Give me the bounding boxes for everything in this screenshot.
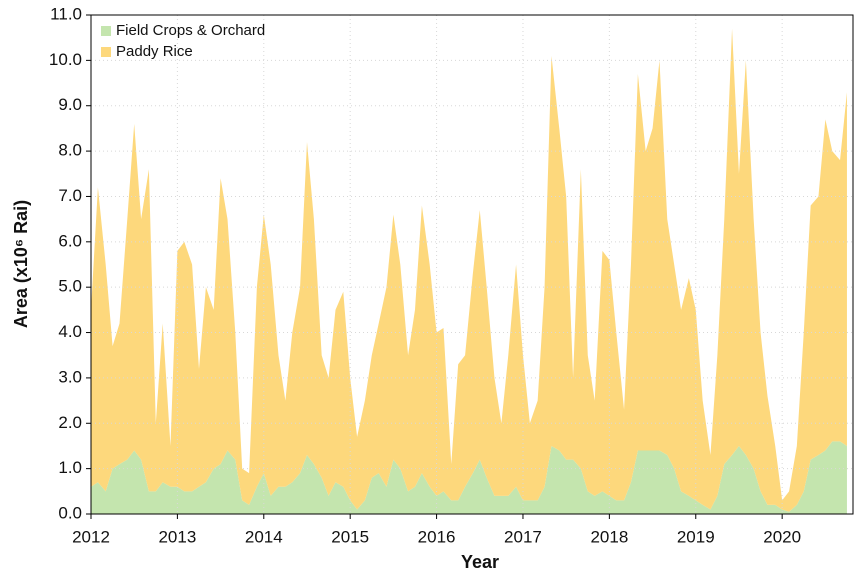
x-tick-label: 2012 xyxy=(72,527,110,546)
area xyxy=(91,441,847,514)
x-tick-label: 2018 xyxy=(590,527,628,546)
y-tick-label: 1.0 xyxy=(58,458,82,477)
x-tick-label: 2013 xyxy=(158,527,196,546)
area xyxy=(91,28,847,512)
x-tick-label: 2019 xyxy=(677,527,715,546)
x-tick-label: 2020 xyxy=(763,527,801,546)
legend-label: Field Crops & Orchard xyxy=(116,22,265,39)
x-axis-label: Year xyxy=(461,552,499,572)
y-tick-label: 9.0 xyxy=(58,95,82,114)
y-tick-label: 2.0 xyxy=(58,413,82,432)
y-tick-label: 8.0 xyxy=(58,141,82,160)
legend-swatch xyxy=(101,47,111,57)
y-tick-label: 11.0 xyxy=(50,4,82,23)
y-axis-label: Area (x10⁶ Rai) xyxy=(11,200,31,328)
x-tick-label: 2015 xyxy=(331,527,369,546)
y-tick-label: 6.0 xyxy=(58,231,82,250)
legend-label: Paddy Rice xyxy=(116,43,193,60)
y-tick-label: 10.0 xyxy=(49,50,82,69)
x-tick-label: 2016 xyxy=(418,527,456,546)
plot-frame xyxy=(90,14,854,515)
y-tick-label: 5.0 xyxy=(58,277,82,296)
x-tick-label: 2014 xyxy=(245,527,283,546)
y-tick-label: 0.0 xyxy=(58,503,82,522)
y-tick-label: 4.0 xyxy=(58,322,82,341)
y-tick-label: 7.0 xyxy=(58,186,82,205)
y-tick-label: 3.0 xyxy=(58,367,82,386)
legend-swatch xyxy=(101,26,111,36)
x-tick-label: 2017 xyxy=(504,527,542,546)
